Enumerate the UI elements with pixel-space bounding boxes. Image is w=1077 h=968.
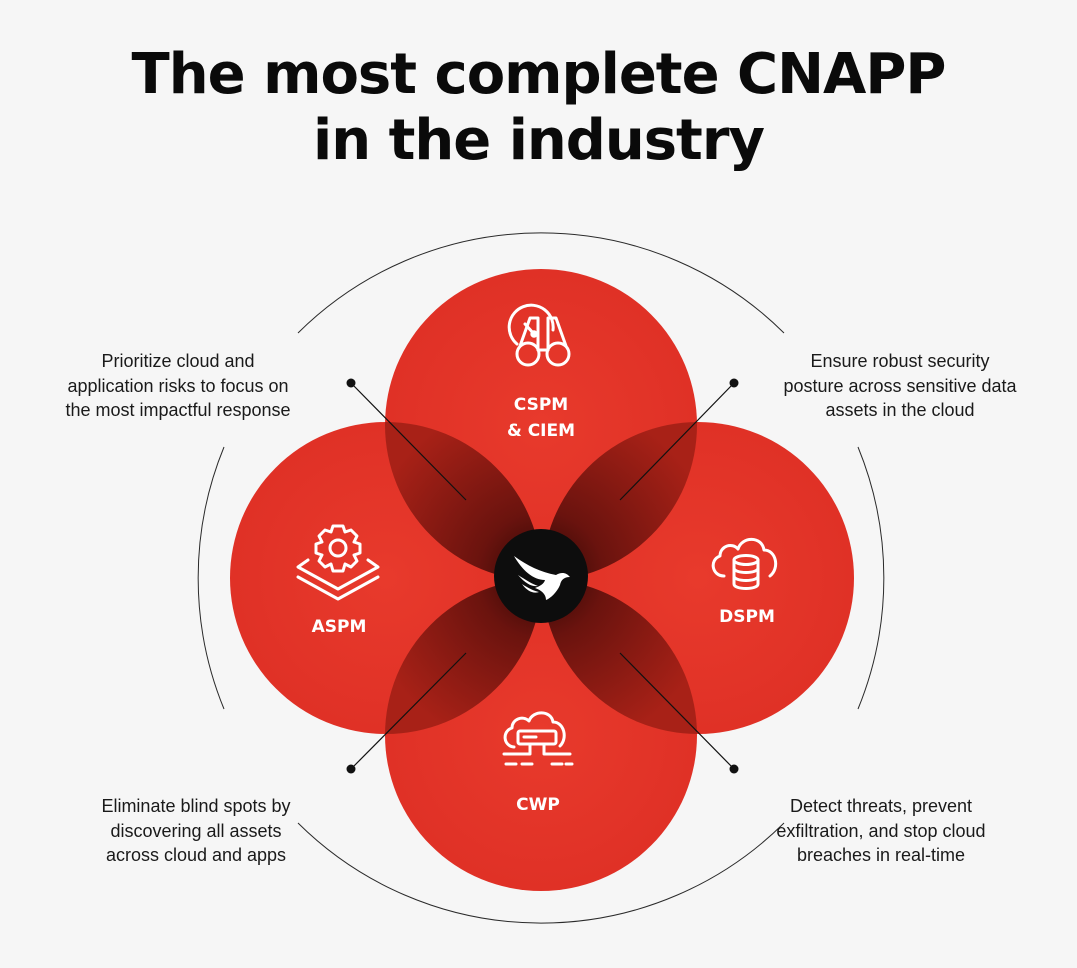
outer-ring: [197, 232, 885, 924]
title-line-1: The most complete CNAPP: [131, 42, 947, 107]
title-line-2: in the industry: [313, 108, 765, 173]
overlap-bottom-right: [542, 579, 697, 734]
callout-bottom-left: Eliminate blind spots by discovering all…: [101, 796, 291, 865]
label-cwp: CWP: [516, 795, 560, 815]
cloud-database-icon: [711, 537, 778, 590]
falcon-logo-icon: [514, 556, 570, 600]
page-title: The most complete CNAPP in the industry: [0, 42, 1077, 174]
callout-top-left: Prioritize cloud and application risks t…: [65, 351, 291, 420]
overlap-bottom-left: [385, 579, 542, 734]
callout-top-right: Ensure robust security posture across se…: [783, 351, 1017, 420]
gauge-binoculars-icon: [507, 303, 571, 367]
label-cspm: CSPM: [514, 395, 568, 415]
cloud-server-icon: [502, 711, 574, 766]
callout-bottom-right: Detect threats, prevent exfiltration, an…: [776, 796, 986, 865]
label-aspm: ASPM: [312, 617, 367, 637]
connector-dots: [346, 378, 739, 774]
label-ciem: & CIEM: [507, 421, 575, 441]
gear-layers-icon: [296, 524, 380, 601]
connector-lines: [350, 382, 735, 770]
label-dspm: DSPM: [719, 607, 775, 627]
